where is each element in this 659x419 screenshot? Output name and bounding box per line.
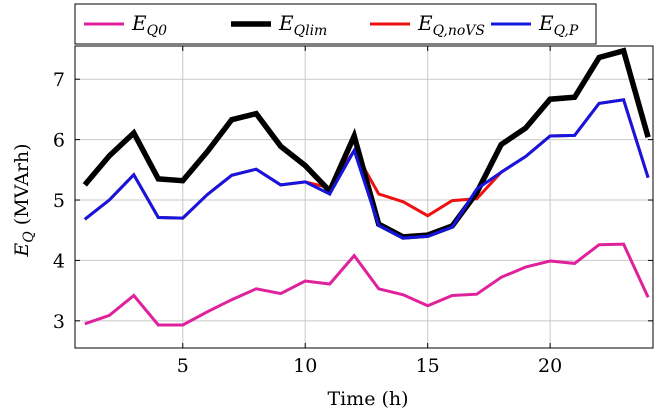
legend: EQ0 EQlim EQ,noVS EQ,P	[74, 3, 597, 45]
plot-frame	[74, 45, 654, 349]
y-axis-title-main: E	[11, 243, 33, 258]
y-axis-title: EQ (MVArh)	[11, 143, 37, 257]
grid	[75, 46, 653, 348]
series-line-e-q-p	[83, 98, 650, 240]
y-tick-label: 6	[53, 130, 65, 152]
series-line-e-qlim	[82, 47, 651, 240]
legend-label-e-q0: EQ0	[131, 11, 167, 39]
x-tick-label: 15	[416, 355, 440, 377]
x-axis-title: Time (h)	[327, 388, 408, 410]
y-axis-title-sub: Q	[21, 231, 37, 243]
legend-label-e-qlim: EQlim	[278, 11, 327, 39]
y-tick-label: 5	[53, 190, 65, 212]
axis-ticks: 5 10 15 20 3 4 5 6 7	[53, 46, 653, 377]
x-tick-label: 20	[538, 355, 562, 377]
svg-text:EQ(MVArh): EQ (MVArh)	[11, 143, 37, 257]
y-tick-label: 7	[53, 69, 65, 91]
y-axis-title-unit: (MVArh)	[11, 143, 33, 225]
series-line-e-q-novs	[83, 98, 650, 221]
legend-label-e-q-p: EQ,P	[538, 11, 579, 39]
x-tick-label: 5	[177, 355, 189, 377]
x-tick-label: 10	[293, 355, 317, 377]
series-lines	[82, 47, 651, 327]
legend-label-e-q-novs: EQ,noVS	[417, 11, 485, 39]
series-line-e-q0	[84, 242, 650, 327]
y-tick-label: 4	[53, 250, 65, 272]
y-tick-label: 3	[53, 311, 65, 333]
